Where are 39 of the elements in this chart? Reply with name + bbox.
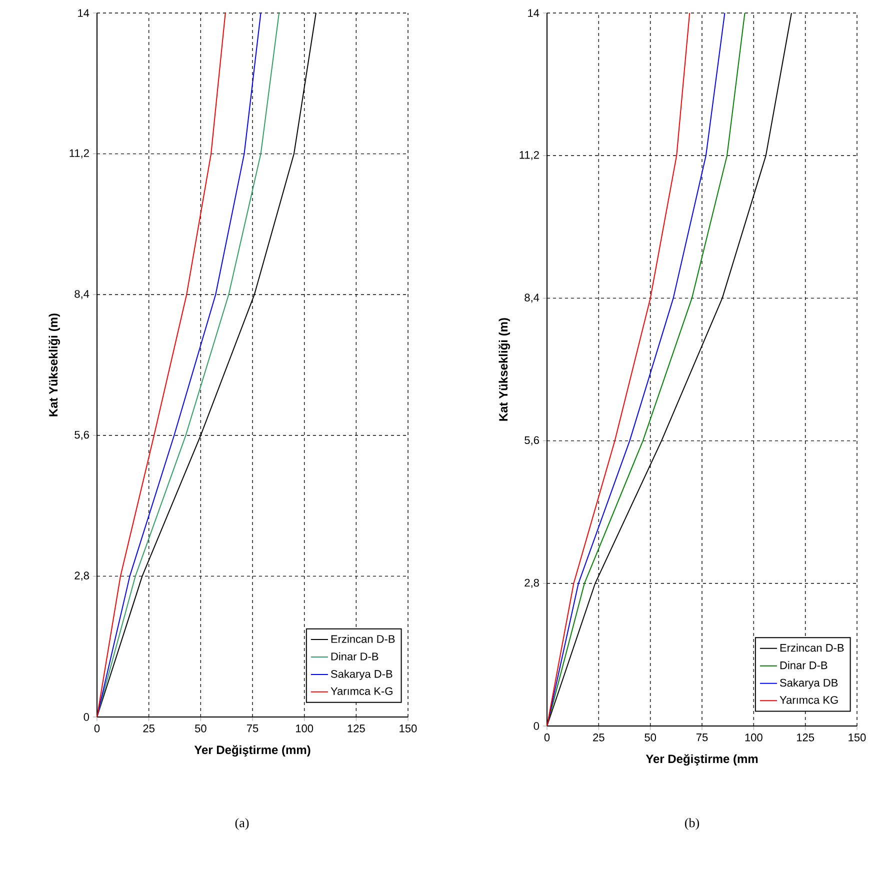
y-tick-label: 5,6 (524, 436, 539, 446)
x-tick-label: 150 (400, 724, 417, 732)
x-tick-label: 75 (696, 734, 708, 742)
x-tick-label: 125 (348, 724, 365, 732)
y-tick-label: 0 (84, 713, 90, 721)
legend-label: Erzincan D-B (331, 634, 395, 643)
legend-label: Yarımca K-G (330, 687, 392, 696)
legend-label: Sakarya DB (780, 678, 838, 689)
text: (b) (684, 818, 700, 830)
x-axis-title: Yer Değiştirme (mm (646, 754, 758, 766)
y-axis-title: Kat Yüksekliği (m) (48, 314, 60, 416)
y-tick-label: 11,2 (70, 149, 89, 158)
y-tick-label: 8,4 (524, 294, 540, 303)
x-tick-label: 50 (194, 724, 206, 732)
x-tick-label: 100 (745, 734, 762, 742)
text: (a) (235, 818, 249, 830)
y-axis-title: Kat Yüksekliği (m) (498, 318, 510, 421)
x-tick-label: 100 (296, 724, 314, 732)
y-tick-label: 2,8 (74, 572, 89, 581)
y-tick-label: 5,6 (74, 430, 89, 440)
y-tick-label: 14 (528, 9, 540, 17)
legend-label: Yarımca KG (780, 696, 838, 704)
x-tick-label: 50 (644, 734, 656, 742)
legend-label: Sakarya D-B (330, 670, 392, 680)
x-tick-label: 0 (544, 734, 550, 742)
y-tick-label: 8,4 (74, 290, 90, 300)
x-tick-label: 0 (94, 724, 100, 732)
legend-label: Dinar D-B (331, 652, 378, 660)
x-tick-label: 75 (246, 724, 258, 732)
x-tick-label: 150 (848, 734, 866, 742)
x-axis-title: Yer Değiştirme (mm) (194, 745, 310, 757)
y-tick-label: 14 (78, 9, 90, 17)
legend-label: Erzincan D-B (780, 644, 844, 652)
x-tick-label: 25 (143, 724, 154, 732)
y-tick-label: 2,8 (524, 578, 539, 588)
x-tick-label: 25 (593, 734, 604, 742)
y-tick-label: 11,2 (520, 151, 539, 160)
legend-label: Dinar D-B (780, 661, 828, 670)
x-tick-label: 125 (797, 734, 814, 742)
